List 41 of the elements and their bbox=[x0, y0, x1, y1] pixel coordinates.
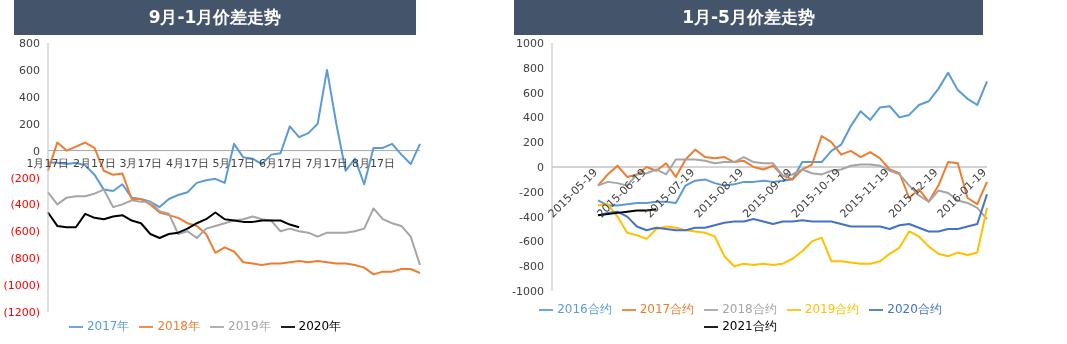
y-tick-label: 800 bbox=[523, 61, 544, 75]
x-tick-label: 5月17日 bbox=[212, 156, 256, 170]
y-tick-label: 600 bbox=[19, 63, 40, 77]
y-tick-label: -200 bbox=[519, 185, 544, 199]
chart-title: 9月-1月价差走势 bbox=[14, 0, 416, 35]
line-series bbox=[47, 211, 301, 240]
y-tick-label: (1200) bbox=[3, 306, 40, 319]
y-tick-label: -400 bbox=[519, 210, 544, 224]
line-series bbox=[47, 68, 421, 209]
y-tick-label: (400) bbox=[10, 198, 40, 212]
legend-label: 2020合约 bbox=[887, 302, 942, 316]
x-tick-label: 4月17日 bbox=[166, 156, 209, 170]
y-tick-label: 600 bbox=[523, 86, 544, 100]
y-tick-label: (600) bbox=[10, 225, 40, 239]
legend-label: 2017合约 bbox=[639, 302, 695, 316]
y-tick-label: 200 bbox=[523, 136, 544, 150]
y-tick-label: 400 bbox=[19, 90, 40, 104]
legend-label: 2018合约 bbox=[722, 302, 777, 316]
y-tick-label: 800 bbox=[19, 37, 40, 50]
y-tick-label: 1000 bbox=[516, 37, 544, 50]
y-tick-label: 0 bbox=[33, 144, 40, 158]
legend-label: 2016合约 bbox=[557, 302, 612, 316]
y-tick-label: 0 bbox=[537, 161, 544, 174]
line-series bbox=[47, 141, 421, 276]
y-tick-label: (800) bbox=[10, 252, 40, 266]
x-tick-label: 3月17日 bbox=[119, 156, 163, 170]
y-tick-label: (200) bbox=[10, 171, 40, 185]
y-tick-label: 200 bbox=[19, 117, 40, 131]
legend-label: 2019合约 bbox=[804, 302, 860, 316]
legend-label: 2017年 bbox=[86, 319, 130, 333]
y-tick-label: 400 bbox=[523, 111, 544, 125]
legend-label: 2021合约 bbox=[722, 319, 777, 333]
legend-label: 2019年 bbox=[228, 319, 271, 333]
y-tick-label: (1000) bbox=[3, 279, 40, 293]
y-tick-label: -600 bbox=[519, 235, 544, 249]
chart-title: 1月-5月价差走势 bbox=[514, 0, 983, 35]
y-tick-label: -800 bbox=[519, 260, 544, 274]
y-tick-label: -1000 bbox=[512, 285, 544, 298]
legend-label: 2018年 bbox=[157, 319, 200, 333]
legend-label: 2020年 bbox=[298, 319, 342, 333]
line-series bbox=[47, 188, 421, 266]
